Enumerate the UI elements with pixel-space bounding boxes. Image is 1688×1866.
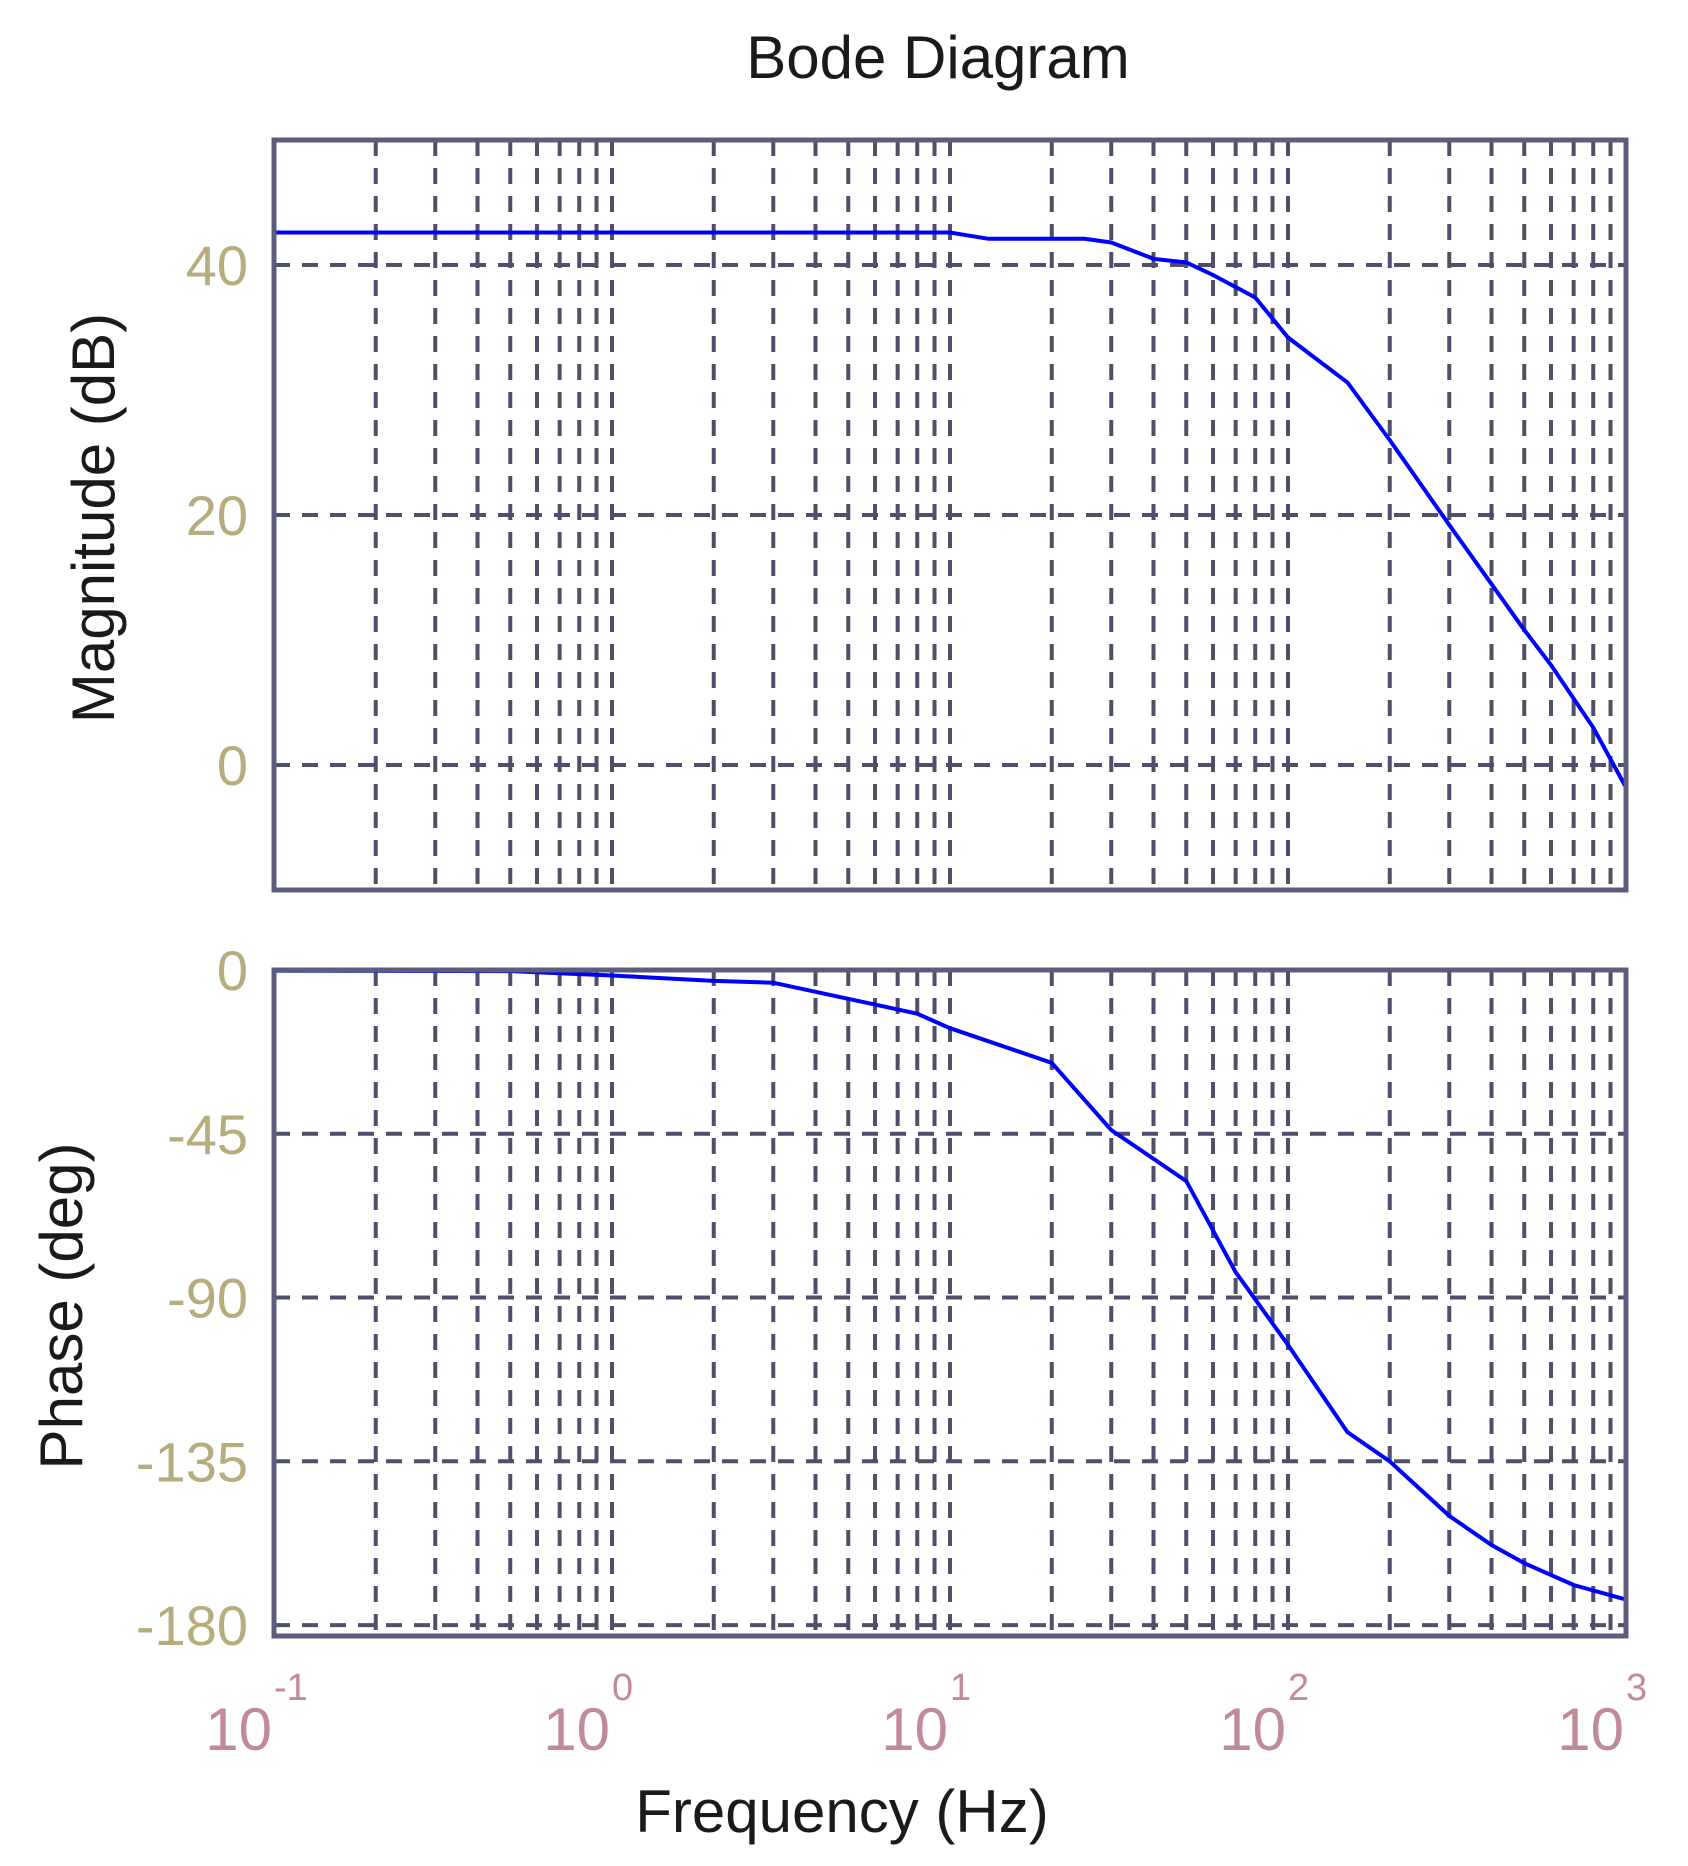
x-tick-label: 103 xyxy=(1557,1667,1647,1763)
x-tick-label: 100 xyxy=(543,1667,633,1763)
x-tick-base: 10 xyxy=(543,1696,610,1763)
x-tick-label: 102 xyxy=(1219,1667,1309,1763)
x-axis-label: Frequency (Hz) xyxy=(635,1778,1048,1845)
x-tick-exponent: 1 xyxy=(950,1667,971,1709)
magnitude-curve xyxy=(274,230,1628,789)
phase-y-axis-label: Phase (deg) xyxy=(28,1143,95,1470)
phase-y-tick-label: -90 xyxy=(167,1267,248,1330)
magnitude-panel: 0 20 40 Magnitude (dB) xyxy=(60,137,1629,893)
magnitude-y-ticks: 0 20 40 xyxy=(186,234,248,797)
x-tick-exponent: 2 xyxy=(1288,1667,1309,1709)
x-tick-base: 10 xyxy=(205,1696,272,1763)
phase-y-tick-label: -45 xyxy=(167,1103,248,1166)
phase-frame xyxy=(271,967,1629,1639)
x-tick-base: 10 xyxy=(1219,1696,1286,1763)
x-tick-exponent: 3 xyxy=(1626,1667,1647,1709)
x-tick-exponent: -1 xyxy=(274,1667,308,1709)
x-tick-base: 10 xyxy=(1557,1696,1624,1763)
phase-y-ticks: 0 -45 -90 -135 -180 xyxy=(136,939,248,1657)
x-tick-exponent: 0 xyxy=(612,1667,633,1709)
phase-panel: 0 -45 -90 -135 -180 Phase (deg) xyxy=(28,939,1629,1657)
magnitude-y-axis-label: Magnitude (dB) xyxy=(60,313,127,723)
magnitude-y-tick-label: 0 xyxy=(217,734,248,797)
x-tick-base: 10 xyxy=(881,1696,948,1763)
phase-curve xyxy=(273,968,1627,1602)
magnitude-grid xyxy=(274,140,1626,890)
phase-y-tick-label: -135 xyxy=(136,1430,248,1493)
chart-title: Bode Diagram xyxy=(746,24,1130,91)
magnitude-frame xyxy=(271,137,1629,893)
phase-y-tick-label: -180 xyxy=(136,1594,248,1657)
magnitude-y-tick-label: 40 xyxy=(186,234,248,297)
phase-grid xyxy=(274,968,1626,1636)
x-tick-label: 101 xyxy=(881,1667,971,1763)
magnitude-y-tick-label: 20 xyxy=(186,484,248,547)
phase-y-tick-label: 0 xyxy=(217,939,248,1002)
x-tick-label: 10-1 xyxy=(205,1667,308,1763)
